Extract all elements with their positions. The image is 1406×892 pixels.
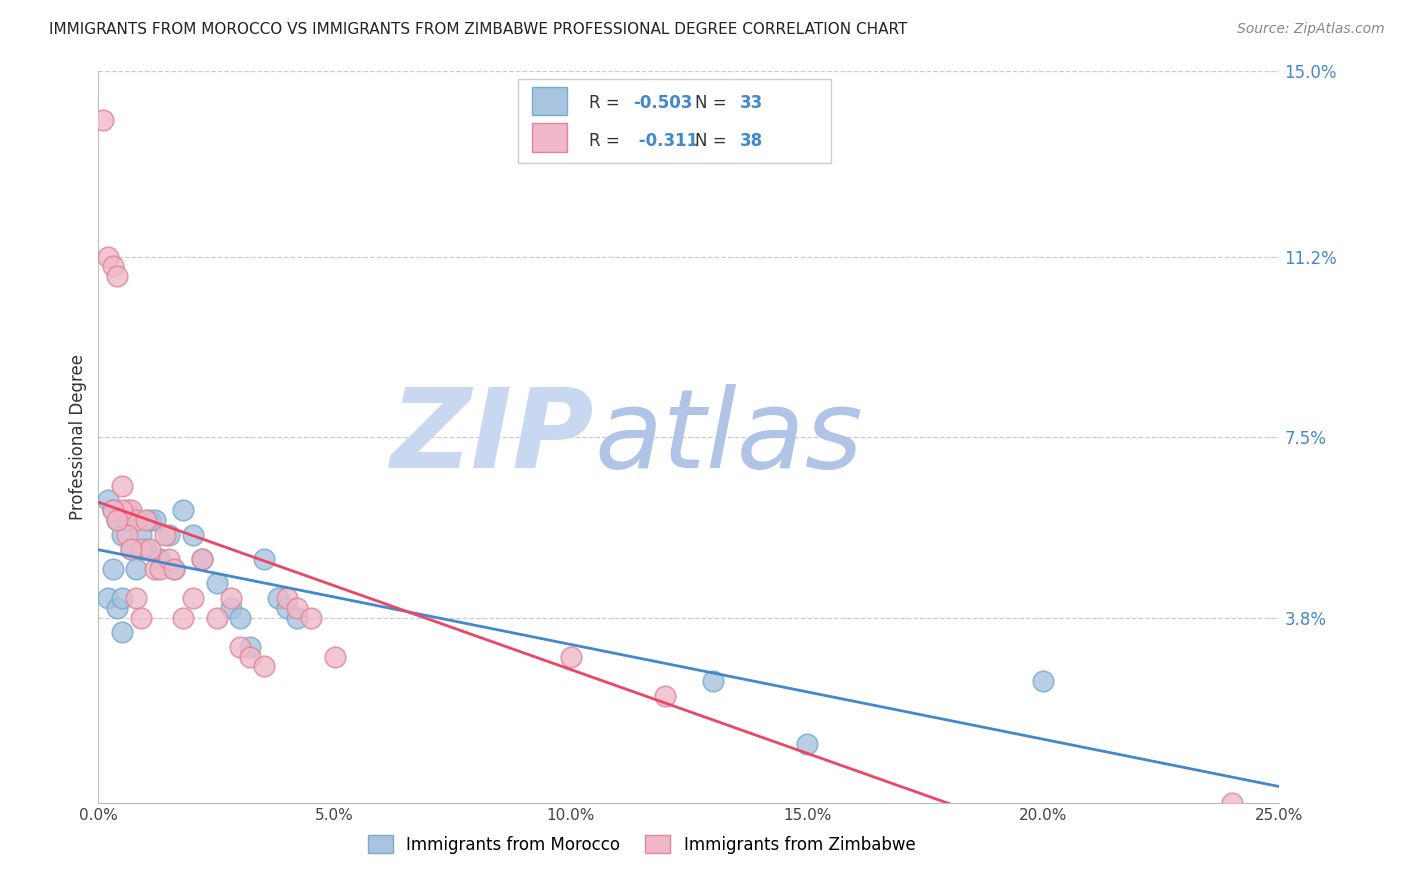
Point: [219, 591, 242, 605]
Point: [101, 562, 124, 576]
Point: [157, 552, 180, 566]
Point: [125, 591, 148, 605]
Point: [111, 503, 134, 517]
Point: [253, 659, 276, 673]
Point: [796, 737, 818, 751]
Text: 33: 33: [740, 94, 763, 112]
Text: -0.311: -0.311: [634, 132, 699, 150]
FancyBboxPatch shape: [531, 123, 567, 152]
Point: [181, 527, 204, 541]
Point: [276, 591, 298, 605]
Text: N =: N =: [695, 94, 731, 112]
Point: [153, 527, 176, 541]
Point: [111, 591, 134, 605]
Point: [125, 513, 148, 527]
Point: [97, 591, 120, 605]
Point: [101, 503, 124, 517]
Text: Source: ZipAtlas.com: Source: ZipAtlas.com: [1237, 22, 1385, 37]
Point: [654, 689, 676, 703]
Point: [149, 562, 172, 576]
Point: [191, 552, 214, 566]
Point: [143, 562, 166, 576]
Point: [172, 610, 194, 624]
Point: [121, 542, 143, 557]
Text: ZIP: ZIP: [391, 384, 595, 491]
Point: [101, 260, 124, 274]
Point: [139, 542, 162, 557]
Point: [205, 576, 228, 591]
Point: [121, 503, 143, 517]
Y-axis label: Professional Degree: Professional Degree: [69, 354, 87, 520]
Point: [143, 513, 166, 527]
Point: [267, 591, 290, 605]
Point: [239, 649, 262, 664]
Legend: Immigrants from Morocco, Immigrants from Zimbabwe: Immigrants from Morocco, Immigrants from…: [361, 829, 922, 860]
Text: -0.503: -0.503: [634, 94, 693, 112]
Point: [157, 527, 180, 541]
Point: [135, 513, 157, 527]
Point: [181, 591, 204, 605]
Text: atlas: atlas: [595, 384, 863, 491]
Point: [1220, 796, 1243, 810]
Point: [129, 610, 152, 624]
FancyBboxPatch shape: [517, 78, 831, 163]
Point: [97, 250, 120, 264]
Point: [121, 542, 143, 557]
Point: [560, 649, 582, 664]
Point: [91, 113, 114, 128]
Point: [115, 513, 138, 527]
Point: [139, 513, 162, 527]
Point: [276, 600, 298, 615]
Point: [135, 542, 157, 557]
Point: [111, 479, 134, 493]
Point: [205, 610, 228, 624]
Point: [191, 552, 214, 566]
Point: [101, 503, 124, 517]
FancyBboxPatch shape: [531, 87, 567, 115]
Point: [229, 640, 252, 654]
Point: [111, 527, 134, 541]
Point: [97, 493, 120, 508]
Text: R =: R =: [589, 132, 624, 150]
Point: [105, 513, 128, 527]
Point: [702, 673, 724, 688]
Point: [253, 552, 276, 566]
Point: [1032, 673, 1054, 688]
Text: R =: R =: [589, 94, 624, 112]
Point: [285, 600, 308, 615]
Point: [105, 269, 128, 284]
Point: [129, 542, 152, 557]
Point: [229, 610, 252, 624]
Point: [129, 527, 152, 541]
Point: [163, 562, 186, 576]
Point: [239, 640, 262, 654]
Text: N =: N =: [695, 132, 731, 150]
Point: [285, 610, 308, 624]
Point: [115, 527, 138, 541]
Point: [149, 552, 172, 566]
Text: IMMIGRANTS FROM MOROCCO VS IMMIGRANTS FROM ZIMBABWE PROFESSIONAL DEGREE CORRELAT: IMMIGRANTS FROM MOROCCO VS IMMIGRANTS FR…: [49, 22, 908, 37]
Point: [105, 600, 128, 615]
Point: [163, 562, 186, 576]
Point: [323, 649, 346, 664]
Point: [172, 503, 194, 517]
Point: [219, 600, 242, 615]
Text: 38: 38: [740, 132, 763, 150]
Point: [111, 625, 134, 640]
Point: [299, 610, 322, 624]
Point: [125, 562, 148, 576]
Point: [105, 513, 128, 527]
Point: [115, 503, 138, 517]
